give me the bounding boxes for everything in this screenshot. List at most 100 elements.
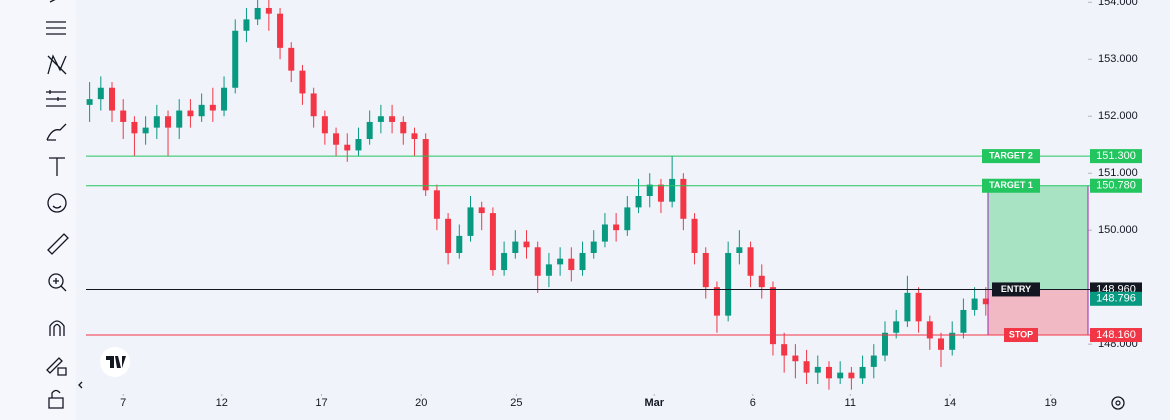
- candle-body: [445, 218, 452, 253]
- candle-body: [501, 252, 508, 271]
- zoom-handle: [53, 278, 67, 292]
- level-tag: ENTRY: [1001, 284, 1031, 294]
- candle-body: [523, 241, 530, 248]
- candle-body: [825, 366, 832, 379]
- last-price: 148.796: [1096, 293, 1136, 305]
- candle-body: [389, 116, 396, 122]
- candle-body: [758, 275, 765, 288]
- candle-body: [489, 213, 496, 271]
- x-tick-label: 17: [315, 397, 327, 409]
- candle-body: [601, 224, 608, 242]
- candle-body: [97, 87, 104, 100]
- settings-center: [1115, 400, 1121, 406]
- level-price: 151.300: [1096, 150, 1136, 162]
- x-tick-label: 14: [944, 397, 956, 409]
- unlock-tool[interactable]: [48, 389, 64, 409]
- x-tick-label: Mar: [644, 397, 664, 409]
- pattern-tool[interactable]: [47, 54, 67, 75]
- candle-body: [221, 87, 228, 111]
- candle-body: [624, 207, 631, 231]
- candle-body: [545, 264, 552, 276]
- candle-body: [120, 110, 127, 122]
- candle-body: [456, 235, 463, 253]
- candle-body: [904, 292, 911, 322]
- level-tag-box: [992, 282, 1040, 297]
- y-tick-label: 153.000: [1098, 53, 1138, 65]
- candle-body: [288, 47, 295, 71]
- candle-body: [209, 104, 216, 111]
- level-tag-box: [982, 149, 1040, 164]
- settings[interactable]: [1111, 396, 1125, 410]
- emoji-smile: [52, 205, 62, 209]
- candle-body: [131, 121, 138, 134]
- candle-body: [232, 30, 239, 88]
- level-price: 150.780: [1096, 180, 1136, 192]
- x-tick-label: 6: [750, 397, 756, 409]
- candle-body: [893, 321, 900, 333]
- level-tag-box: [982, 178, 1040, 193]
- candle-body: [646, 184, 653, 196]
- x-tick-label: 12: [216, 397, 228, 409]
- y-tick-label: 154.000: [1098, 0, 1138, 8]
- fib-tool[interactable]: [46, 21, 66, 35]
- candle-body: [109, 87, 116, 111]
- candle-body: [781, 344, 788, 356]
- level-price-box: [1090, 149, 1142, 164]
- candle-body: [355, 139, 362, 151]
- lock-drawing-tool[interactable]: [46, 357, 67, 376]
- brush-tool[interactable]: [46, 123, 67, 141]
- candle-body: [680, 178, 687, 219]
- forecast-tool[interactable]: [46, 90, 66, 107]
- candle-body: [579, 252, 586, 271]
- text-tool[interactable]: [49, 157, 65, 176]
- trend-line-tool[interactable]: [49, 0, 58, 3]
- profit-zone: [988, 185, 1088, 290]
- candle-body: [938, 338, 945, 350]
- ruler-tool[interactable]: [47, 233, 69, 255]
- logo-mark: [106, 356, 126, 368]
- candle-body: [915, 292, 922, 322]
- candle-body: [557, 258, 564, 265]
- y-tick-label: 151.000: [1098, 167, 1138, 179]
- candle-body: [377, 116, 384, 122]
- candle-body: [769, 287, 776, 345]
- toolbar-icons: [46, 0, 83, 409]
- candle-body: [176, 110, 183, 128]
- settings-gear[interactable]: [1111, 396, 1125, 410]
- candle-body: [792, 355, 799, 362]
- level-price-box: [1090, 178, 1142, 193]
- candle-body: [859, 366, 866, 379]
- candle-body: [635, 196, 642, 208]
- level-tag: STOP: [1009, 329, 1033, 339]
- candle-body: [310, 93, 317, 117]
- candle-body: [411, 133, 418, 140]
- candle-body: [590, 241, 597, 253]
- candle-body: [512, 241, 519, 253]
- zoom-tool[interactable]: [48, 273, 64, 289]
- magnet-tool[interactable]: [49, 320, 65, 336]
- candle-body: [400, 121, 407, 134]
- candle-body: [657, 184, 664, 202]
- candle-body: [86, 99, 93, 105]
- last-price-box: [1090, 291, 1142, 306]
- collapse-arrow[interactable]: [78, 381, 83, 389]
- candle-body: [669, 178, 676, 202]
- candle-body: [971, 298, 978, 310]
- y-tick-label: 152.000: [1098, 110, 1138, 122]
- candle-body: [344, 144, 351, 151]
- candle-body: [265, 7, 272, 14]
- candle-body: [333, 133, 340, 145]
- x-tick-label: 19: [1045, 397, 1057, 409]
- candle-body: [881, 332, 888, 356]
- emoji-tool[interactable]: [47, 193, 67, 213]
- logo-circle: [100, 347, 130, 377]
- level-price-box: [1090, 328, 1142, 343]
- loss-zone: [988, 289, 1088, 336]
- candle-body: [321, 116, 328, 134]
- y-tick-label: 150.000: [1098, 224, 1138, 236]
- x-tick-label: 11: [845, 397, 856, 409]
- candle-body: [691, 218, 698, 253]
- candle-body: [613, 224, 620, 231]
- candle-body: [299, 70, 306, 94]
